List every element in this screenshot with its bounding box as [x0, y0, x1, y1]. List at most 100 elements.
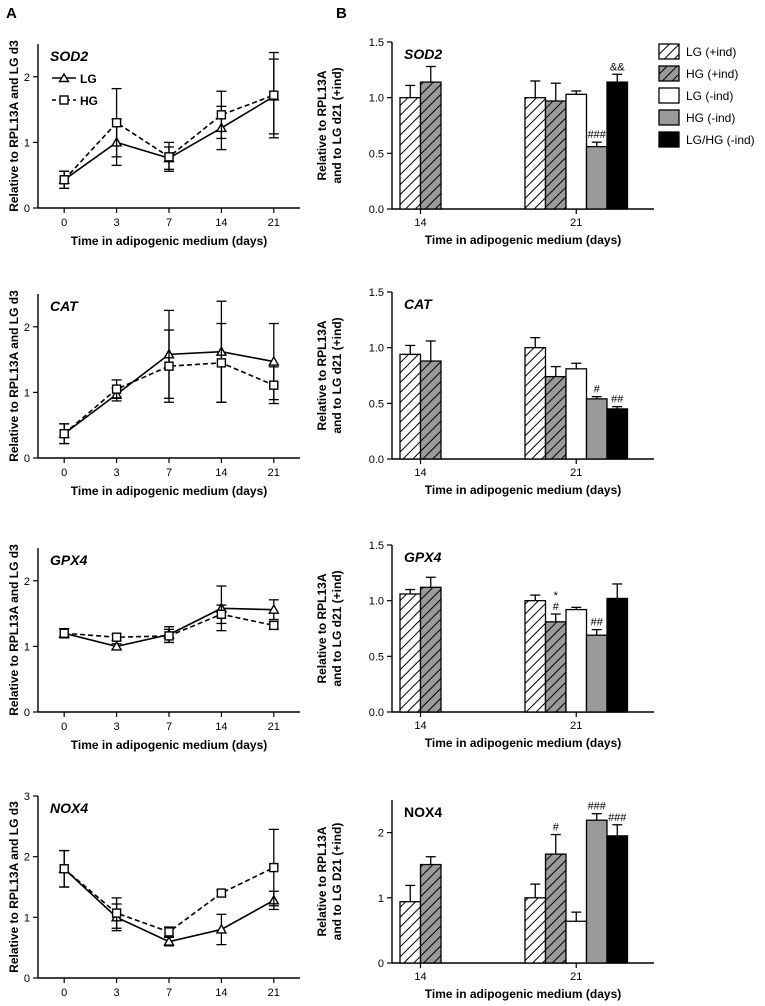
- x-tick-label: 14: [414, 971, 426, 983]
- legend-a-lg: LG: [80, 72, 97, 86]
- data-point-triangle: [268, 603, 280, 614]
- y-tick-label: 0.0: [369, 454, 384, 466]
- bar-nox4-21-s1: [544, 853, 567, 964]
- data-point-square: [111, 632, 122, 642]
- x-tick-label: 14: [215, 721, 227, 733]
- y-axis-label: Relative to RPL13A and LG d3: [7, 40, 21, 212]
- bar-sod2-21-s0: [524, 97, 547, 210]
- x-tick-label: 0: [61, 217, 67, 229]
- significance-marker: ###: [588, 801, 607, 813]
- significance-marker: ###: [608, 812, 627, 824]
- bar-nox4-21-s2: [565, 920, 588, 964]
- x-tick-label: 21: [570, 467, 582, 479]
- data-point-square: [216, 358, 227, 368]
- significance-marker: ###: [588, 129, 607, 141]
- panel-label-a: A: [6, 5, 17, 22]
- line-chart-sod2: 0 1 2 0 3 7 14 21 SOD2 Time in adipogenic medium …: [7, 40, 300, 248]
- legend-swatch-lg-ind: [658, 43, 680, 60]
- data-point-square: [164, 361, 174, 371]
- data-point-square: [111, 118, 122, 128]
- x-tick-label: 14: [215, 217, 227, 229]
- data-point-square: [269, 90, 279, 100]
- x-tick-label: 3: [114, 217, 120, 229]
- bar-chart-nox4: 0 1 2 14 21 NOX4 Time in adipogenic medium (da…: [315, 800, 654, 1001]
- x-tick-label: 0: [61, 987, 67, 999]
- y-tick-label: 1: [378, 893, 384, 905]
- bar-gpx4-21-s1: [544, 621, 567, 713]
- series-line: [63, 866, 275, 933]
- y-tick-label: 1.5: [369, 287, 384, 299]
- bar-nox4-21-s0: [524, 897, 547, 964]
- data-point-square: [111, 384, 122, 394]
- y-tick-label: 0.5: [369, 148, 384, 160]
- y-tick-label: 3: [24, 791, 30, 803]
- y-tick-label: 1.5: [369, 540, 384, 552]
- data-point-square: [216, 888, 227, 898]
- bar-gpx4-21-s4: [606, 597, 629, 713]
- y-axis-label-line2: and to LG D21 (+ind): [330, 823, 344, 941]
- data-point-square: [269, 380, 279, 390]
- data-point-triangle: [268, 355, 280, 366]
- x-tick-label: 14: [414, 720, 426, 732]
- bar-gpx4-14-s1: [419, 586, 442, 713]
- chart-title: SOD2: [404, 46, 442, 62]
- y-tick-label: 0: [378, 958, 384, 970]
- legend-label-hg-ind: HG (+ind): [686, 67, 738, 81]
- bar-sod2-14-s0: [399, 97, 422, 210]
- y-axis-label: Relative to RPL13A and LG d3: [7, 801, 21, 973]
- y-tick-label: 0.0: [369, 707, 384, 719]
- y-tick-label: 1.5: [369, 37, 384, 49]
- legend-label-lg-ind: LG (+ind): [686, 45, 736, 59]
- x-axis-label: Time in adipogenic medium (days): [425, 233, 621, 247]
- y-tick-label: 1: [24, 137, 30, 149]
- data-point-square: [164, 927, 174, 937]
- x-tick-label: 14: [414, 217, 426, 229]
- x-tick-label: 21: [268, 217, 280, 229]
- y-tick-label: 1: [24, 387, 30, 399]
- bar-cat-21-s4: [606, 408, 629, 460]
- legend-triangle-icon: [58, 72, 70, 83]
- data-point-square: [59, 429, 69, 439]
- bar-chart-gpx4: 0.0 0.5 1.0 1.5 14 21 GPX4 Time in adipogenic m…: [315, 540, 654, 750]
- bar-nox4-21-s3: [585, 819, 608, 964]
- y-axis-label-line1: Relative to RPL13A: [315, 320, 329, 430]
- x-tick-label: 21: [268, 987, 280, 999]
- y-tick-label: 2: [24, 322, 30, 334]
- y-tick-label: 0: [24, 203, 30, 215]
- x-axis-label: Time in adipogenic medium (days): [71, 1004, 267, 1006]
- data-point-square: [111, 908, 122, 918]
- line-chart-nox4: 0 1 2 3 0 3 7 14 21 NOX4 Time in adipogenic medium…: [7, 791, 300, 1006]
- y-tick-label: 1: [24, 912, 30, 924]
- y-axis-label-line1: Relative to RPL13A: [315, 826, 329, 936]
- x-tick-label: 21: [570, 971, 582, 983]
- bar-sod2-21-s3: [585, 146, 608, 210]
- y-tick-label: 0.0: [369, 204, 384, 216]
- x-axis-label: Time in adipogenic medium (days): [71, 738, 267, 752]
- bar-gpx4-21-s3: [585, 634, 608, 713]
- chart-title: SOD2: [50, 48, 88, 64]
- chart-title: CAT: [50, 298, 79, 314]
- x-tick-label: 3: [114, 987, 120, 999]
- series-hg: [59, 51, 279, 189]
- bar-gpx4-21-s0: [524, 600, 547, 713]
- bar-nox4-14-s0: [399, 901, 422, 964]
- y-tick-label: 2: [24, 852, 30, 864]
- data-point-square: [59, 175, 69, 185]
- x-tick-label: 7: [166, 987, 172, 999]
- legend-swatch-hg-noind: [658, 109, 680, 126]
- chart-title: NOX4: [50, 800, 88, 816]
- x-axis-label: Time in adipogenic medium (days): [71, 234, 267, 248]
- legend-label-hg-noind: HG (-ind): [686, 111, 735, 125]
- series-hg: [59, 828, 279, 938]
- bar-cat-21-s1: [544, 375, 567, 460]
- x-axis-label: Time in adipogenic medium (days): [71, 484, 267, 498]
- y-tick-label: 0.5: [369, 651, 384, 663]
- chart-title: GPX4: [404, 549, 442, 565]
- legend-swatch-lghg-noind: [658, 131, 680, 148]
- x-tick-label: 7: [166, 217, 172, 229]
- x-axis-label: Time in adipogenic medium (days): [425, 987, 621, 1001]
- y-tick-label: 1.0: [369, 93, 384, 105]
- y-axis-label: Relative to RPL13A and LG d3: [7, 544, 21, 716]
- significance-marker: &&: [610, 61, 625, 73]
